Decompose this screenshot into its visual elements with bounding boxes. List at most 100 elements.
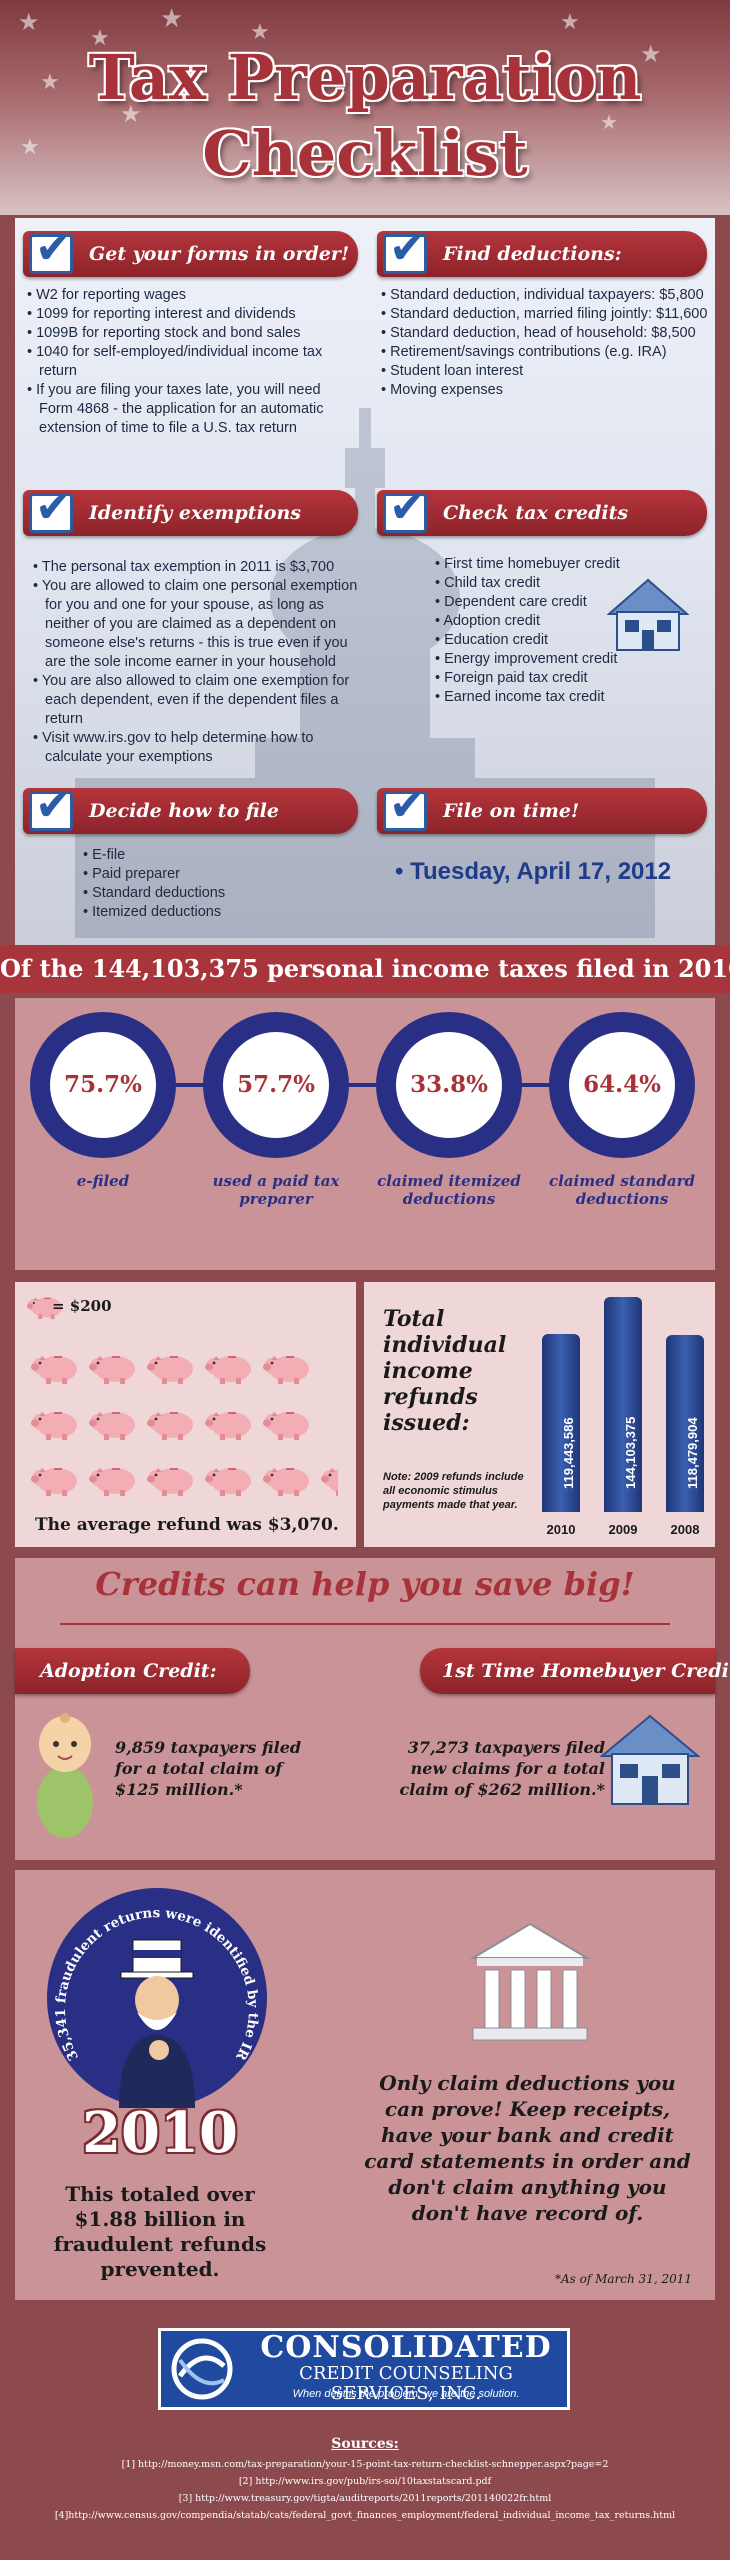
checklist-panel: ✔ Get your forms in order! W2 for report…: [15, 218, 715, 945]
star-icon: ★: [640, 40, 662, 68]
tax-credits-list: First time homebuyer credit Child tax cr…: [435, 555, 685, 707]
source-link[interactable]: [2] http://www.irs.gov/pub/irs-soi/10tax…: [238, 2476, 492, 2487]
chart-note: Note: 2009 refunds include all economic …: [383, 1471, 524, 1511]
logo-name: CONSOLIDATED: [260, 2330, 552, 2365]
logo-swirl-icon: [171, 2338, 233, 2400]
bar-year-label: 2008: [670, 1522, 700, 1537]
forms-title: Get your forms in order!: [89, 243, 350, 265]
star-icon: ★: [20, 135, 40, 160]
tax-credits-title: Check tax credits: [443, 502, 629, 524]
checkbox-icon: ✔: [29, 223, 73, 274]
deductions-list: Standard deduction, individual taxpayers…: [381, 286, 711, 400]
bar-value-label: 144,103,375: [623, 1416, 638, 1489]
house-icon: [607, 578, 689, 651]
sources-title: Sources:: [331, 2436, 399, 2452]
baby-icon: [37, 1713, 93, 1838]
adoption-credit-banner: Adoption Credit:: [15, 1648, 250, 1694]
piggy-bank-icon: [204, 1404, 256, 1442]
piggy-bank-icon: [262, 1348, 314, 1386]
logo-subtitle: CREDIT COUNSELING SERVICES, INC.: [299, 2363, 513, 2404]
stat-percent: 75.7%: [64, 1071, 142, 1098]
average-refund: The average refund was $3,070.: [35, 1515, 339, 1535]
adoption-credit-title: Adoption Credit:: [40, 1660, 217, 1682]
bar-year-label: 2010: [546, 1522, 576, 1537]
divider: [60, 1623, 670, 1625]
piggy-bank-icon: [88, 1460, 140, 1498]
list-item: First time homebuyer credit: [435, 555, 685, 574]
star-icon: ★: [600, 110, 618, 134]
exemptions-title: Identify exemptions: [89, 502, 301, 524]
list-item: W2 for reporting wages: [27, 286, 327, 305]
list-item: Student loan interest: [381, 362, 711, 381]
list-item: 1040 for self-employed/individual income…: [27, 343, 327, 381]
list-item: Energy improvement credit: [435, 650, 685, 669]
star-icon: ★: [40, 70, 60, 95]
stats-title: Of the 144,103,375 personal income taxes…: [0, 954, 730, 983]
list-item: You are also allowed to claim one exempt…: [33, 672, 363, 729]
adoption-credit-text: 9,859 taxpayers filed for a total claim …: [115, 1738, 302, 1799]
piggy-bank-icon: [204, 1460, 256, 1498]
piggy-bank-icon: [146, 1460, 198, 1498]
pig-legend: = $200: [52, 1297, 112, 1315]
file-how-title: Decide how to file: [89, 800, 279, 822]
house-icon: [600, 1714, 700, 1805]
tax-credits-banner: ✔ Check tax credits: [377, 482, 707, 536]
checkbox-icon: ✔: [383, 223, 427, 274]
stat-ring: 57.7%: [203, 1012, 349, 1158]
uncle-sam-icon: [119, 1939, 195, 2108]
stat-percent: 57.7%: [237, 1071, 315, 1098]
source-link[interactable]: [3] http://www.treasury.gov/tigta/auditr…: [178, 2493, 552, 2504]
deductions-title: Find deductions:: [443, 243, 622, 265]
piggy-bank-icon: [320, 1460, 339, 1498]
stat-label: claimed itemized deductions: [377, 1172, 521, 1208]
list-item: Itemized deductions: [83, 903, 333, 922]
title-line-1: Tax Preparation: [88, 41, 642, 114]
source-link[interactable]: [4]http://www.census.gov/compendia/stata…: [54, 2510, 676, 2521]
stat-ring: 33.8%: [376, 1012, 522, 1158]
checkbox-icon: ✔: [383, 482, 427, 533]
list-item: Dependent care credit: [435, 593, 685, 612]
piggy-bank-icon: [88, 1348, 140, 1386]
list-item: Paid preparer: [83, 865, 333, 884]
refunds-chart-panel: [364, 1282, 715, 1547]
stat-ring: 64.4%: [549, 1012, 695, 1158]
forms-banner: ✔ Get your forms in order!: [23, 223, 358, 277]
logo-tagline: When debt is the problem, we are the sol…: [292, 2388, 520, 2400]
ring-connector: [100, 1083, 620, 1087]
list-item: Standard deductions: [83, 884, 333, 903]
fraud-year: 2010: [82, 2100, 238, 2166]
piggy-bank-icon: [30, 1460, 82, 1498]
list-item: Standard deduction, head of household: $…: [381, 324, 711, 343]
file-on-time-title: File on time!: [443, 800, 580, 822]
exemptions-list: The personal tax exemption in 2011 is $3…: [33, 558, 363, 767]
piggy-bank-icon: [30, 1348, 82, 1386]
piggy-bank-icon: [204, 1348, 256, 1386]
star-icon: ★: [120, 100, 142, 128]
piggy-bank-icon: [146, 1404, 198, 1442]
bar-2010: 119,443,586: [542, 1333, 580, 1512]
list-item: Moving expenses: [381, 381, 711, 400]
stat-percent: 64.4%: [583, 1071, 661, 1098]
list-item: Retirement/savings contributions (e.g. I…: [381, 343, 711, 362]
list-item: Visit www.irs.gov to help determine how …: [33, 729, 363, 767]
list-item: 1099B for reporting stock and bond sales: [27, 324, 327, 343]
credits-title: Credits can help you save big!: [95, 1565, 635, 1603]
star-icon: ★: [250, 20, 270, 45]
stat-label: e-filed: [76, 1172, 130, 1190]
piggy-bank-icon: [26, 1293, 66, 1319]
checkbox-icon: ✔: [29, 482, 73, 533]
list-item: You are allowed to claim one personal ex…: [33, 577, 363, 672]
piggy-bank-icon: [262, 1404, 314, 1442]
homebuyer-credit-text: 37,273 taxpayers filed new claims for a …: [399, 1738, 605, 1799]
list-item: Standard deduction, married filing joint…: [381, 305, 711, 324]
bar-value-label: 118,479,904: [685, 1417, 700, 1489]
bar-2009: 144,103,375: [604, 1297, 642, 1512]
stat-percent: 33.8%: [410, 1071, 488, 1098]
list-item: Child tax credit: [435, 574, 685, 593]
bank-icon: [469, 1922, 591, 2041]
credits-panel: [15, 1558, 715, 1860]
file-how-list: E-file Paid preparer Standard deductions…: [83, 846, 333, 922]
source-link[interactable]: [1] http://money.msn.com/tax-preparation…: [121, 2459, 609, 2470]
fraud-arc-label: 335,341 fraudulent returns were identifi…: [47, 1888, 261, 2108]
list-item: Adoption credit: [435, 612, 685, 631]
